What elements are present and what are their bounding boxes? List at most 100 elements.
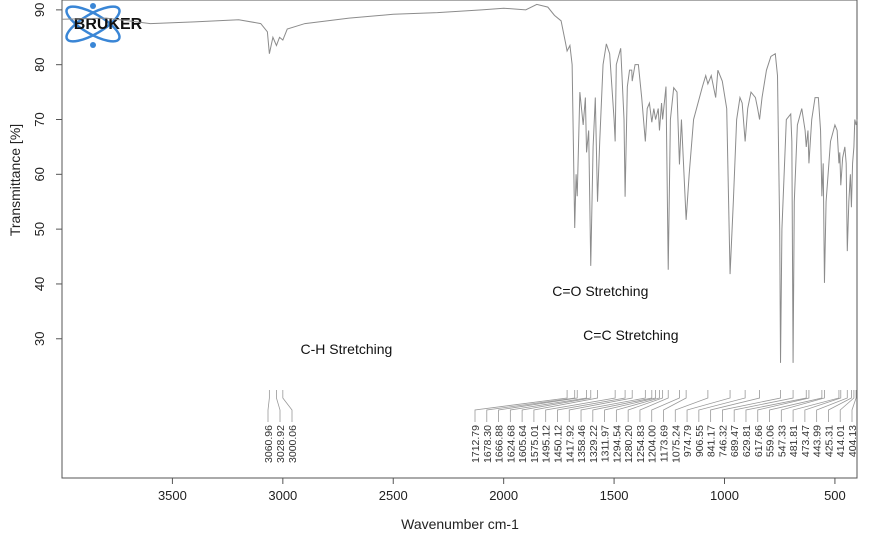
peak-leader xyxy=(604,390,657,422)
peak-label: 473.47 xyxy=(800,425,812,457)
y-tick-label: 40 xyxy=(32,277,47,291)
peak-leader xyxy=(792,390,840,422)
peak-leader xyxy=(698,390,746,422)
peak-leader xyxy=(674,390,709,422)
peak-leader xyxy=(557,390,626,422)
peak-leader xyxy=(639,390,669,422)
peak-label: 1204.00 xyxy=(647,425,659,463)
peak-leader xyxy=(474,390,568,422)
y-tick-label: 60 xyxy=(32,167,47,181)
peak-leader xyxy=(276,390,281,422)
peak-label: 1280.20 xyxy=(623,425,635,463)
peak-leader xyxy=(498,390,578,422)
peak-label: 1075.24 xyxy=(670,425,682,463)
peak-leader xyxy=(851,390,857,422)
x-tick-label: 1000 xyxy=(710,488,739,503)
peak-label: 1294.54 xyxy=(611,425,623,463)
y-tick-label: 90 xyxy=(32,3,47,17)
peak-label: 1678.30 xyxy=(482,425,494,463)
logo-orbit xyxy=(65,5,121,43)
peak-label: 1450.12 xyxy=(552,425,564,463)
x-tick-label: 500 xyxy=(824,488,846,503)
peak-leader xyxy=(486,390,576,422)
peak-label: 1254.83 xyxy=(635,425,647,463)
y-tick-label: 80 xyxy=(32,57,47,71)
peak-label: 1417.92 xyxy=(564,425,576,463)
annotation: C=C Stretching xyxy=(583,327,678,343)
peak-label: 1173.69 xyxy=(659,425,671,462)
peak-leader xyxy=(757,390,810,422)
peak-label: 404.13 xyxy=(847,425,859,457)
x-tick-label: 1500 xyxy=(600,488,629,503)
peak-leader xyxy=(651,390,680,422)
peak-label: 1624.68 xyxy=(505,425,517,463)
peak-leader xyxy=(521,390,592,422)
plot-frame xyxy=(61,0,858,479)
peak-label: 3000.06 xyxy=(287,425,299,463)
peak-leader xyxy=(839,390,855,422)
peak-label: 3028.92 xyxy=(275,425,287,463)
peak-label: 1329.22 xyxy=(588,425,600,463)
peak-leader xyxy=(733,390,794,422)
x-axis-label: Wavenumber cm-1 xyxy=(401,516,519,532)
peak-label: 974.79 xyxy=(682,425,694,457)
peak-leader xyxy=(533,390,598,422)
y-tick-label: 70 xyxy=(32,112,47,126)
y-axis-label: Transmittance [%] xyxy=(7,124,23,236)
peak-leader xyxy=(267,390,270,422)
peak-label: 689.47 xyxy=(729,425,741,457)
peak-label: 3060.96 xyxy=(263,425,275,463)
peak-leader xyxy=(580,390,646,422)
peak-label: 1605.64 xyxy=(517,425,529,463)
peak-leader xyxy=(769,390,823,422)
peak-label: 1495.12 xyxy=(541,425,553,463)
peak-label: 443.99 xyxy=(812,425,824,457)
spectrum-line xyxy=(61,3,858,363)
peak-label: 617.66 xyxy=(753,425,765,457)
y-tick-label: 30 xyxy=(32,332,47,346)
peak-leader xyxy=(828,390,852,422)
logo-dot xyxy=(90,3,96,9)
logo: BRUKER xyxy=(65,3,143,48)
peak-leader xyxy=(509,390,587,422)
peak-label: 414.01 xyxy=(835,425,847,457)
peak-label: 629.81 xyxy=(741,425,753,457)
peak-leader xyxy=(568,390,633,422)
x-tick-label: 3000 xyxy=(268,488,297,503)
peak-label: 1311.97 xyxy=(600,425,612,462)
x-tick-label: 3500 xyxy=(158,488,187,503)
peak-leader xyxy=(545,390,616,422)
annotation: C=O Stretching xyxy=(552,283,648,299)
logo-dot xyxy=(90,42,96,48)
peak-leader xyxy=(745,390,807,422)
y-tick-label: 50 xyxy=(32,222,47,236)
peak-leader xyxy=(627,390,664,422)
peak-leader xyxy=(816,390,848,422)
peak-leader xyxy=(710,390,760,422)
x-tick-label: 2500 xyxy=(379,488,408,503)
peak-label: 1666.88 xyxy=(494,425,506,463)
peak-label: 906.55 xyxy=(694,425,706,457)
peak-leader xyxy=(686,390,731,422)
peak-leader xyxy=(780,390,825,422)
peak-label: 1575.01 xyxy=(529,425,541,463)
peak-label: 547.33 xyxy=(776,425,788,457)
peak-leader xyxy=(615,390,660,422)
peak-leader xyxy=(804,390,842,422)
peak-label: 1712.79 xyxy=(470,425,482,463)
logo-orbit xyxy=(65,5,121,43)
peak-label: 425.31 xyxy=(823,425,835,457)
peak-label: 559.06 xyxy=(765,425,777,457)
peak-leader xyxy=(592,390,653,422)
peak-leader xyxy=(722,390,781,422)
peak-leader xyxy=(282,390,293,422)
peak-leader xyxy=(663,390,687,422)
x-tick-label: 2000 xyxy=(489,488,518,503)
annotation: C-H Stretching xyxy=(301,341,393,357)
peak-label: 1358.46 xyxy=(576,425,588,463)
peak-label: 746.32 xyxy=(717,425,729,457)
peak-label: 841.17 xyxy=(706,425,718,457)
peak-label: 481.81 xyxy=(788,425,800,457)
